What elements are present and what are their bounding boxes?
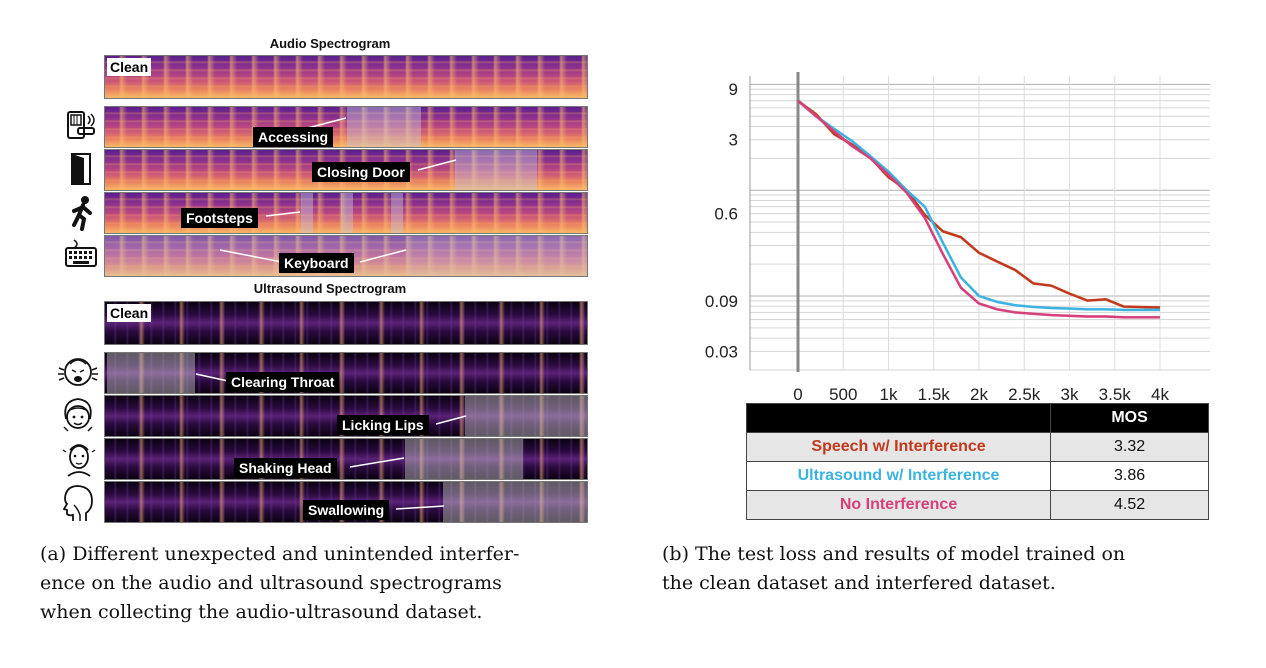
girl-face-icon — [63, 398, 93, 432]
caption-a: (a) Different unexpected and unintended … — [40, 543, 520, 623]
door-lock-icon — [67, 111, 95, 139]
y-tick-label: 0.6 — [714, 205, 738, 224]
clean-label: Clean — [107, 58, 152, 76]
x-tick-label: 1.5k — [918, 385, 951, 404]
mos-row-value: 3.32 — [1050, 432, 1209, 462]
clean-label: Clean — [107, 304, 152, 322]
interference-label-licking-lips: Licking Lips — [337, 415, 429, 435]
y-tick-label: 3 — [729, 131, 738, 150]
ultrasound-clean-strip: Clean — [104, 301, 588, 345]
door-icon — [71, 153, 91, 185]
series-line — [797, 99, 1160, 319]
test-loss-chart: 9 3 0.6 0.09 0.03 0 500 1k 1.5k 2k 2.5k 3k 3.5k 4k — [705, 72, 1210, 404]
interference-label-swallowing: Swallowing — [303, 500, 390, 520]
x-tick-label: 3k — [1061, 385, 1079, 404]
head-profile-icon — [62, 485, 93, 521]
audio-row-accessing — [104, 106, 588, 148]
interference-label-clearing-throat: Clearing Throat — [226, 372, 340, 392]
mos-row-name: No Interference — [745, 490, 1052, 520]
x-tick-label: 4k — [1151, 385, 1169, 404]
mos-table: MOS Speech w/ Interference 3.32 Ultrasou… — [745, 403, 1209, 520]
coughing-face-icon — [58, 358, 98, 386]
ultrasound-connector-lines — [195, 373, 467, 510]
interference-label-footsteps: Footsteps — [181, 208, 258, 228]
interference-label-accessing: Accessing — [253, 127, 334, 147]
x-tick-label: 2.5k — [1008, 385, 1041, 404]
mos-table-header: MOS — [745, 403, 1209, 433]
ultrasound-row-shaking-head — [104, 438, 588, 480]
interference-label-shaking-head: Shaking Head — [234, 458, 337, 478]
y-tick-label: 0.03 — [705, 342, 738, 361]
walking-person-icon — [72, 196, 92, 231]
mos-row-value: 4.52 — [1050, 490, 1209, 520]
mos-row: Speech w/ Interference 3.32 — [745, 432, 1209, 462]
y-tick-label: 0.09 — [705, 292, 738, 311]
audio-connector-lines — [219, 117, 457, 263]
x-tick-label: 2k — [970, 385, 988, 404]
man-face-icon — [62, 444, 96, 477]
x-tick-label: 500 — [829, 385, 857, 404]
interference-label-keyboard: Keyboard — [279, 253, 354, 273]
mos-row: No Interference 4.52 — [745, 490, 1209, 520]
mos-row: Ultrasound w/ Interference 3.86 — [745, 461, 1209, 491]
x-tick-label: 1k — [880, 385, 898, 404]
keyboard-icon — [65, 239, 97, 267]
x-tick-label: 0 — [793, 385, 802, 404]
mos-row-name: Speech w/ Interference — [745, 432, 1052, 462]
y-tick-label: 9 — [729, 80, 738, 99]
mos-header: MOS — [1050, 403, 1209, 433]
interference-label-closing-door: Closing Door — [312, 162, 410, 182]
ultrasound-spectrogram-title: Ultrasound Spectrogram — [253, 281, 407, 296]
mos-header-empty — [745, 403, 1052, 433]
caption-b: (b) The test loss and results of model t… — [662, 543, 1126, 594]
mos-row-name: Ultrasound w/ Interference — [745, 461, 1052, 491]
x-tick-label: 3.5k — [1099, 385, 1132, 404]
ultrasound-row-clearing-throat — [104, 352, 588, 394]
series-line — [797, 99, 1160, 312]
audio-clean-strip: Clean — [104, 55, 588, 99]
mos-row-value: 3.86 — [1050, 461, 1209, 491]
audio-spectrogram-title: Audio Spectrogram — [269, 36, 391, 51]
